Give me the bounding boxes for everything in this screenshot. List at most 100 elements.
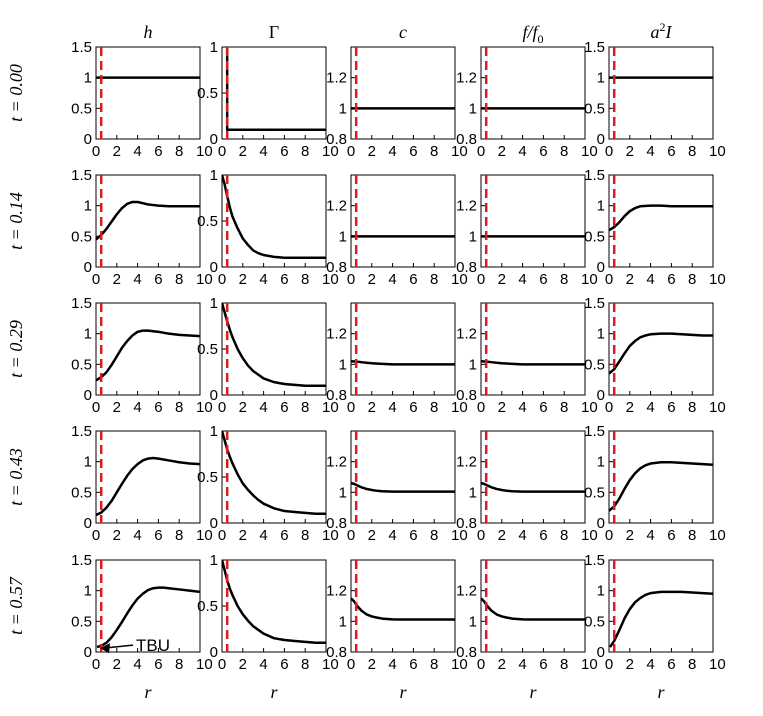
panel-frame [350,302,456,396]
column-title: h [144,22,153,42]
x-tick-label: 0 [92,656,100,673]
x-tick-label: 6 [154,527,162,544]
x-tick-label: 10 [581,143,598,160]
x-tick-label: 4 [388,527,396,544]
x-tick-label: 2 [626,399,634,416]
x-tick-label: 4 [388,143,396,160]
x-tick-label: 4 [518,271,526,288]
y-tick-label: 0 [84,644,92,661]
panel-frame [480,430,586,524]
x-tick-label: 0 [605,527,613,544]
x-tick-label: 4 [518,143,526,160]
y-tick-label: 0.5 [197,85,218,102]
panel-frame [95,302,201,396]
y-tick-label: 0.8 [456,259,477,276]
x-tick-label: 2 [498,271,506,288]
y-tick-label: 1 [597,583,605,600]
panel: 0.8 1 1.2 0 2 4 6 8 10 [456,46,598,160]
x-tick-label: 10 [196,656,213,673]
x-tick-label: 10 [322,271,339,288]
x-tick-label: 4 [646,527,654,544]
x-tick-label: 6 [409,656,417,673]
y-tick-label: 1.2 [456,583,477,600]
y-tick-label: 1.5 [584,295,605,312]
y-tick-label: 0 [84,387,92,404]
y-tick-label: 1 [210,423,218,440]
y-tick-label: 1.2 [456,454,477,471]
x-axis-label: r [529,682,537,702]
x-tick-label: 8 [301,271,309,288]
column-title-main: c [399,22,407,42]
panel: 0.8 1 1.2 0 2 4 6 8 10 [456,559,598,673]
panel-frame [350,46,456,140]
x-tick-label: 6 [409,143,417,160]
row-label: t = 0.14 [6,192,26,250]
x-tick-label: 2 [239,527,247,544]
panel: 0.8 1 1.2 0 2 4 6 8 10 [326,430,468,544]
y-tick-label: 1 [339,613,347,630]
x-tick-label: 10 [709,527,726,544]
x-tick-label: 10 [709,271,726,288]
y-tick-label: 0.8 [326,387,347,404]
x-tick-label: 10 [196,399,213,416]
x-tick-label: 6 [539,143,547,160]
y-tick-label: 1.2 [456,70,477,87]
x-tick-label: 0 [92,527,100,544]
y-tick-label: 0.8 [456,644,477,661]
x-tick-label: 2 [498,143,506,160]
x-tick-label: 10 [581,399,598,416]
series-line [609,204,713,232]
x-tick-label: 10 [451,399,468,416]
column-title-main: Γ [269,22,279,42]
x-tick-label: 2 [498,527,506,544]
x-tick-label: 0 [218,527,226,544]
x-tick-label: 2 [368,527,376,544]
column-title-main: h [144,22,153,42]
y-tick-label: 0.8 [456,515,477,532]
x-tick-label: 8 [430,527,438,544]
x-tick-label: 0 [218,143,226,160]
y-tick-label: 0 [210,131,218,148]
x-tick-label: 8 [688,527,696,544]
y-tick-label: 0 [597,387,605,404]
column-title-main: a [651,22,660,42]
panel: 00.511.50 2 4 6 8 10 [584,295,726,416]
y-tick-label: 0.5 [197,213,218,230]
series-line [609,590,713,648]
x-tick-label: 6 [667,399,675,416]
panel-frame [350,174,456,268]
x-tick-label: 0 [477,143,485,160]
y-tick-label: 1.5 [584,552,605,569]
x-tick-label: 8 [560,143,568,160]
x-tick-label: 10 [451,143,468,160]
x-tick-label: 6 [280,143,288,160]
y-tick-label: 0.5 [584,484,605,501]
y-tick-label: 1 [339,100,347,117]
x-tick-label: 0 [477,399,485,416]
y-tick-label: 0 [210,644,218,661]
x-tick-label: 0 [218,271,226,288]
x-tick-label: 2 [113,143,121,160]
x-tick-label: 10 [581,271,598,288]
panel: 0.8 1 1.2 0 2 4 6 8 10 [456,302,598,416]
series-line [222,175,326,260]
y-tick-label: 1 [84,454,92,471]
y-tick-label: 0 [597,644,605,661]
column-title-subscript: 0 [538,32,544,46]
panel-frame [221,46,327,140]
x-tick-label: 8 [430,656,438,673]
x-tick-label: 10 [196,271,213,288]
series-line [481,360,585,366]
x-tick-label: 8 [688,271,696,288]
y-tick-label: 1 [84,326,92,343]
column-title-rest: I [665,22,673,42]
series-line [96,200,200,241]
y-tick-label: 0.8 [326,644,347,661]
x-tick-label: 4 [259,527,267,544]
y-tick-label: 1.2 [326,326,347,343]
x-tick-label: 0 [477,271,485,288]
x-tick-label: 4 [388,271,396,288]
y-tick-label: 1 [469,484,477,501]
series-line [351,597,455,621]
x-tick-label: 10 [322,527,339,544]
